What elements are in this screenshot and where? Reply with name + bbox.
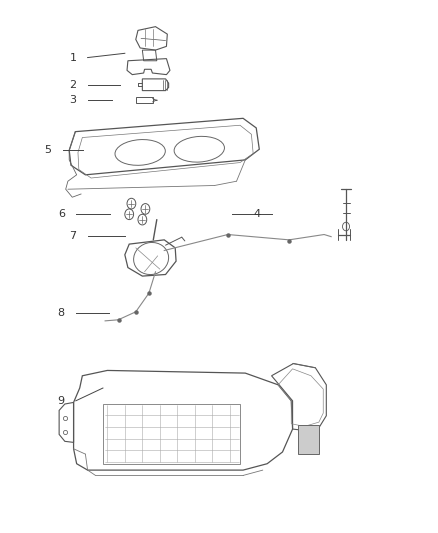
Text: 8: 8: [58, 309, 65, 318]
Text: 7: 7: [70, 231, 77, 240]
Text: 2: 2: [70, 80, 77, 90]
Text: 4: 4: [254, 209, 261, 219]
Text: 3: 3: [70, 95, 77, 105]
Text: 6: 6: [58, 209, 65, 219]
Text: 5: 5: [45, 146, 52, 155]
Text: 1: 1: [70, 53, 77, 62]
Text: 9: 9: [58, 396, 65, 406]
FancyBboxPatch shape: [298, 425, 319, 454]
